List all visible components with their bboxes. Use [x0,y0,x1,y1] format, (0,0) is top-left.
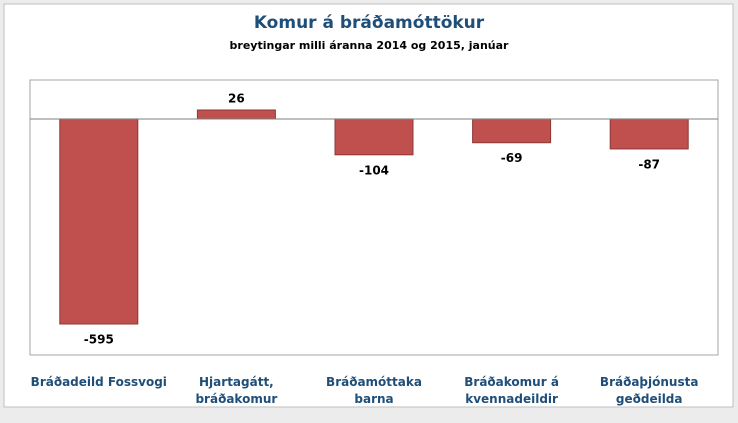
x-tick-label: Bráðaþjónusta geðdeilda [599,375,699,406]
bar [609,118,689,150]
chart-title: Komur á bráðamóttökur [254,13,485,33]
x-tick-label: Bráðakomur á kvennadeildir [464,375,559,406]
data-label: 26 [228,92,245,106]
bar [59,118,139,325]
bar [334,118,414,156]
x-tick-label: Bráðadeild Fossvogi [30,375,167,389]
data-label: -69 [501,151,523,165]
data-label: -104 [359,163,389,177]
x-tick-label: Hjartagátt, bráðakomur [195,375,278,406]
chart-subtitle: breytingar milli áranna 2014 og 2015, ja… [230,39,510,52]
bar [196,109,276,120]
bar [472,118,552,144]
x-tick-label: Bráðamóttaka barna [326,375,422,406]
data-label: -595 [84,333,114,347]
data-label: -87 [638,157,660,171]
